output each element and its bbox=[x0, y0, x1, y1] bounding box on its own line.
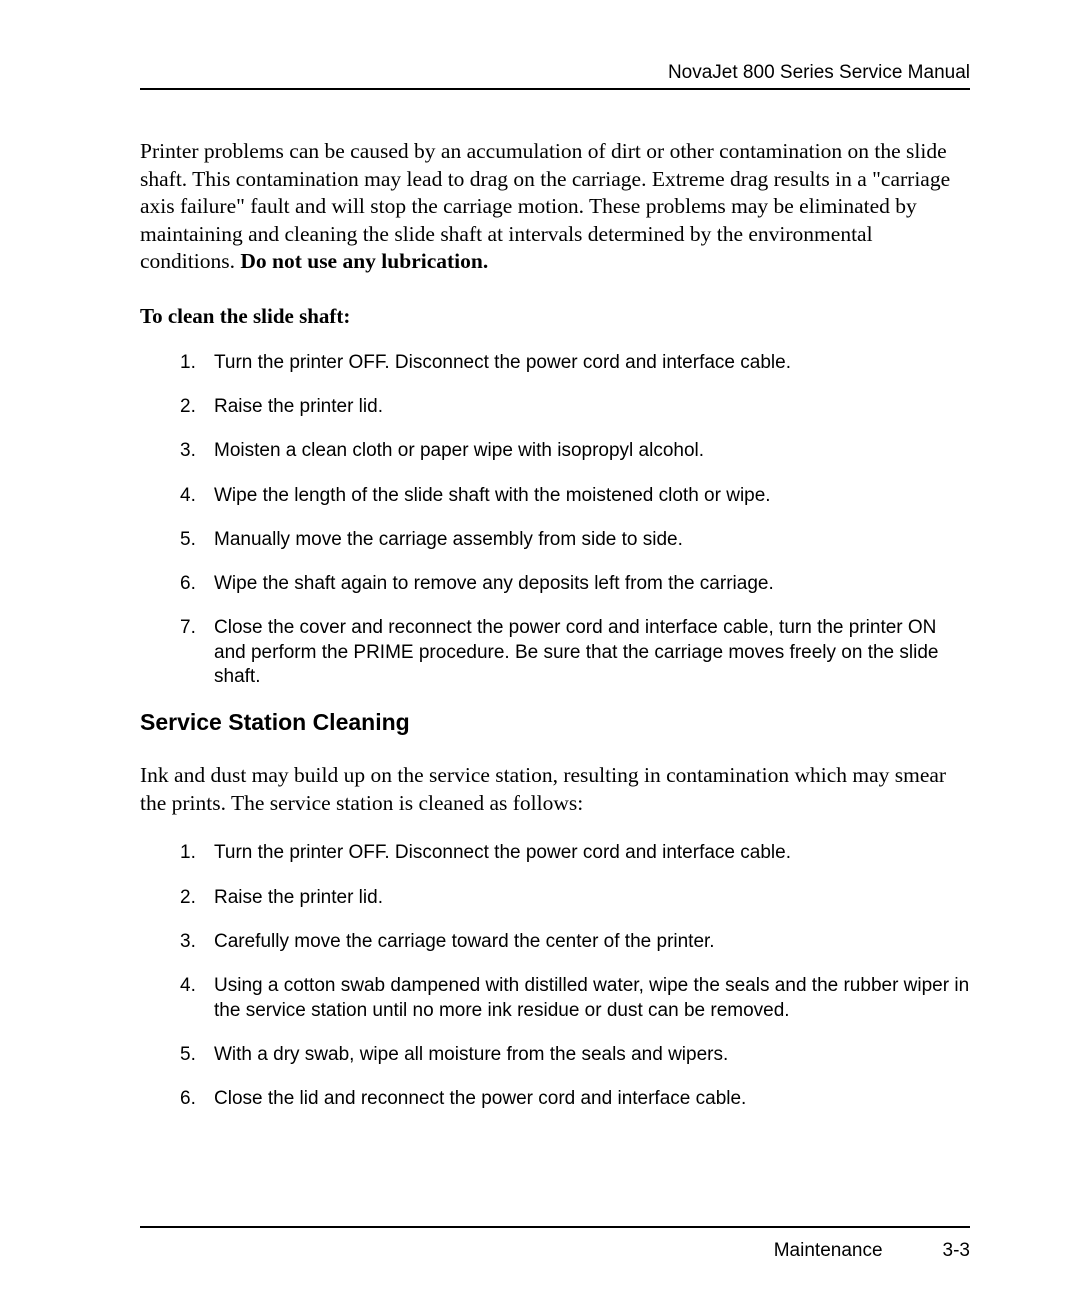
step-number: 3. bbox=[180, 930, 214, 954]
step-number: 4. bbox=[180, 484, 214, 508]
step-number: 6. bbox=[180, 572, 214, 596]
list-item: 7.Close the cover and reconnect the powe… bbox=[180, 616, 970, 689]
list-item: 2.Raise the printer lid. bbox=[180, 886, 970, 910]
procedure1-heading: To clean the slide shaft: bbox=[140, 304, 970, 329]
step-text: Wipe the length of the slide shaft with … bbox=[214, 484, 970, 508]
section2-heading: Service Station Cleaning bbox=[140, 709, 970, 736]
step-number: 4. bbox=[180, 974, 214, 1023]
step-number: 5. bbox=[180, 528, 214, 552]
step-number: 1. bbox=[180, 351, 214, 375]
step-text: Carefully move the carriage toward the c… bbox=[214, 930, 970, 954]
list-item: 2.Raise the printer lid. bbox=[180, 395, 970, 419]
list-item: 1.Turn the printer OFF. Disconnect the p… bbox=[180, 351, 970, 375]
list-item: 1.Turn the printer OFF. Disconnect the p… bbox=[180, 841, 970, 865]
list-item: 4.Using a cotton swab dampened with dist… bbox=[180, 974, 970, 1023]
step-text: Manually move the carriage assembly from… bbox=[214, 528, 970, 552]
page-header: NovaJet 800 Series Service Manual bbox=[140, 62, 970, 90]
section2-list: 1.Turn the printer OFF. Disconnect the p… bbox=[140, 841, 970, 1111]
step-number: 2. bbox=[180, 395, 214, 419]
list-item: 3.Moisten a clean cloth or paper wipe wi… bbox=[180, 439, 970, 463]
header-title: NovaJet 800 Series Service Manual bbox=[668, 62, 970, 84]
step-text: Close the cover and reconnect the power … bbox=[214, 616, 970, 689]
list-item: 6.Wipe the shaft again to remove any dep… bbox=[180, 572, 970, 596]
list-item: 6.Close the lid and reconnect the power … bbox=[180, 1087, 970, 1111]
step-text: Wipe the shaft again to remove any depos… bbox=[214, 572, 970, 596]
step-number: 1. bbox=[180, 841, 214, 865]
step-text: With a dry swab, wipe all moisture from … bbox=[214, 1043, 970, 1067]
section2-intro: Ink and dust may build up on the service… bbox=[140, 762, 970, 817]
step-text: Close the lid and reconnect the power co… bbox=[214, 1087, 970, 1111]
step-text: Turn the printer OFF. Disconnect the pow… bbox=[214, 841, 970, 865]
list-item: 3.Carefully move the carriage toward the… bbox=[180, 930, 970, 954]
footer-section: Maintenance bbox=[774, 1240, 883, 1262]
step-number: 6. bbox=[180, 1087, 214, 1111]
step-number: 2. bbox=[180, 886, 214, 910]
list-item: 5.With a dry swab, wipe all moisture fro… bbox=[180, 1043, 970, 1067]
list-item: 5.Manually move the carriage assembly fr… bbox=[180, 528, 970, 552]
step-text: Moisten a clean cloth or paper wipe with… bbox=[214, 439, 970, 463]
footer-page-number: 3-3 bbox=[943, 1240, 970, 1262]
step-number: 3. bbox=[180, 439, 214, 463]
procedure1-list: 1.Turn the printer OFF. Disconnect the p… bbox=[140, 351, 970, 690]
step-text: Raise the printer lid. bbox=[214, 395, 970, 419]
footer-divider bbox=[140, 1226, 970, 1228]
step-text: Turn the printer OFF. Disconnect the pow… bbox=[214, 351, 970, 375]
step-number: 5. bbox=[180, 1043, 214, 1067]
page-footer: Maintenance 3-3 bbox=[774, 1240, 970, 1262]
step-text: Using a cotton swab dampened with distil… bbox=[214, 974, 970, 1023]
step-number: 7. bbox=[180, 616, 214, 689]
intro-bold: Do not use any lubrication. bbox=[240, 249, 488, 273]
intro-paragraph: Printer problems can be caused by an acc… bbox=[140, 138, 970, 276]
list-item: 4.Wipe the length of the slide shaft wit… bbox=[180, 484, 970, 508]
step-text: Raise the printer lid. bbox=[214, 886, 970, 910]
